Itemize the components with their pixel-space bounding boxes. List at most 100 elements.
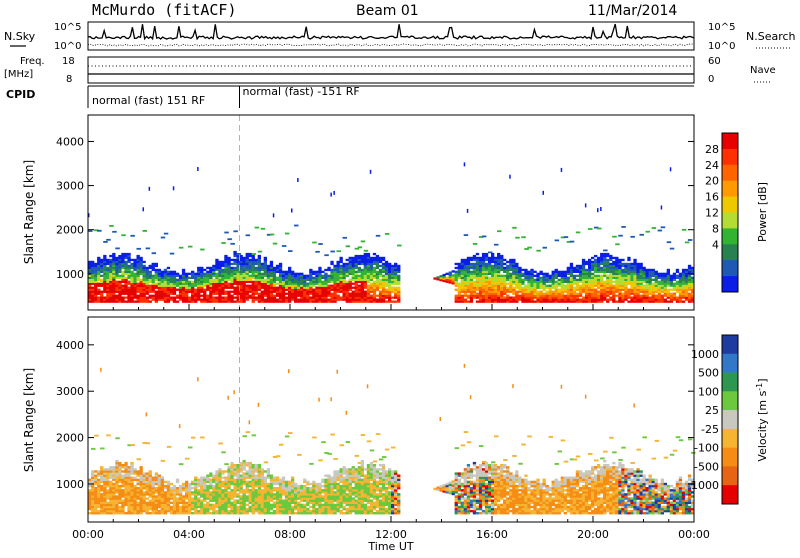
vel-heatmap-cell	[127, 508, 130, 510]
vel-heatmap-cell	[206, 481, 209, 483]
power-heatmap-cell	[594, 275, 597, 277]
power-heatmap-cell	[146, 285, 149, 287]
vel-heatmap-cell	[188, 495, 191, 497]
power-heatmap-cell	[652, 293, 655, 295]
power-heatmap-cell	[140, 285, 143, 287]
power-heatmap-cell	[561, 277, 564, 279]
vel-heatmap-cell	[109, 475, 112, 477]
power-heatmap-cell	[276, 299, 279, 301]
power-heatmap-cell	[388, 263, 391, 265]
power-heatmap-cell	[218, 269, 221, 271]
power-heatmap-cell	[224, 263, 227, 265]
vel-heatmap-cell	[306, 497, 309, 499]
power-heatmap-cell	[327, 289, 330, 291]
vel-heatmap-cell	[309, 487, 312, 489]
power-colorbar-swatch	[722, 197, 738, 213]
power-heatmap-cell	[182, 295, 185, 297]
power-heatmap-cell	[385, 275, 388, 277]
power-heatmap-cell	[246, 291, 249, 293]
power-heatmap-cell	[270, 273, 273, 275]
vel-heatmap-cell	[164, 512, 167, 514]
power-heatmap-cell	[146, 248, 151, 250]
vel-heatmap-cell	[227, 475, 230, 477]
power-heatmap-cell	[497, 291, 500, 293]
vel-heatmap-cell	[218, 479, 221, 481]
power-heatmap-cell	[464, 301, 467, 303]
power-heatmap-cell	[115, 261, 118, 263]
vel-heatmap-cell	[191, 512, 194, 514]
power-heatmap-cell	[464, 289, 467, 291]
power-heatmap-cell	[379, 295, 382, 297]
power-heatmap-cell	[170, 253, 175, 255]
power-heatmap-cell	[209, 279, 212, 281]
power-heatmap-cell	[397, 245, 402, 247]
power-heatmap-cell	[491, 295, 494, 297]
power-heatmap-cell	[288, 299, 291, 301]
power-heatmap-cell	[512, 279, 515, 281]
vel-heatmap-cell	[197, 502, 200, 504]
power-heatmap-cell	[215, 261, 218, 263]
power-heatmap-cell	[340, 261, 343, 263]
power-heatmap-cell	[370, 275, 373, 277]
power-heatmap-cell	[455, 281, 458, 283]
power-heatmap-cell	[482, 269, 485, 271]
power-heatmap-cell	[533, 295, 536, 297]
power-heatmap-cell	[476, 285, 479, 287]
power-heatmap-cell	[633, 265, 636, 267]
power-heatmap-cell	[285, 289, 288, 291]
power-heatmap-cell	[221, 261, 224, 263]
power-heatmap-cell	[627, 259, 630, 261]
vel-heatmap-cell	[182, 495, 185, 497]
vel-heatmap-cell	[173, 500, 176, 502]
power-heatmap-cell	[597, 295, 600, 297]
power-heatmap-cell	[112, 255, 115, 257]
y-tick-label: 1000	[56, 268, 84, 281]
power-heatmap-cell	[649, 289, 652, 291]
vel-heatmap-cell	[258, 506, 261, 508]
vel-heatmap-cell	[149, 487, 152, 489]
nsky-label: N.Sky	[4, 30, 36, 43]
power-heatmap-cell	[606, 291, 609, 293]
power-heatmap-cell	[233, 253, 236, 255]
vel-heatmap-cell	[279, 483, 282, 485]
power-heatmap-cell	[585, 293, 588, 295]
power-heatmap-cell	[282, 245, 287, 247]
power-heatmap-cell	[133, 267, 136, 269]
power-heatmap-cell	[279, 295, 282, 297]
power-heatmap-cell	[461, 277, 464, 279]
power-heatmap-cell	[327, 301, 330, 303]
vel-heatmap-cell	[194, 485, 197, 487]
power-heatmap-cell	[688, 281, 691, 283]
power-heatmap-cell	[164, 269, 167, 271]
vel-heatmap-cell	[309, 463, 314, 465]
power-heatmap-cell	[555, 289, 558, 291]
power-heatmap-cell	[91, 295, 94, 297]
power-heatmap-cell	[264, 257, 267, 259]
power-heatmap-cell	[497, 265, 500, 267]
vel-heatmap-cell	[252, 481, 255, 483]
vel-heatmap-cell	[158, 489, 161, 491]
power-heatmap-cell	[358, 261, 361, 263]
vel-heatmap-cell	[130, 489, 133, 491]
power-heatmap-cell	[97, 297, 100, 299]
vel-heatmap-cell	[118, 512, 121, 514]
power-heatmap-cell	[188, 301, 191, 303]
vel-heatmap-cell	[318, 502, 321, 504]
power-heatmap-cell	[470, 285, 473, 287]
power-heatmap-cell	[243, 281, 246, 283]
vel-heatmap-cell	[255, 464, 258, 466]
power-heatmap-cell	[646, 289, 649, 291]
power-heatmap-cell	[94, 287, 97, 289]
power-heatmap-cell	[591, 295, 594, 297]
power-heatmap-cell	[667, 273, 670, 275]
power-heatmap-cell	[318, 243, 323, 245]
power-heatmap-cell	[215, 277, 218, 279]
power-heatmap-cell	[521, 275, 524, 277]
power-heatmap-cell	[385, 293, 388, 295]
power-heatmap-cell	[233, 279, 236, 281]
power-heatmap-cell	[355, 263, 358, 265]
power-heatmap-cell	[191, 291, 194, 293]
power-heatmap-cell	[100, 299, 103, 301]
power-heatmap-cell	[121, 301, 124, 303]
